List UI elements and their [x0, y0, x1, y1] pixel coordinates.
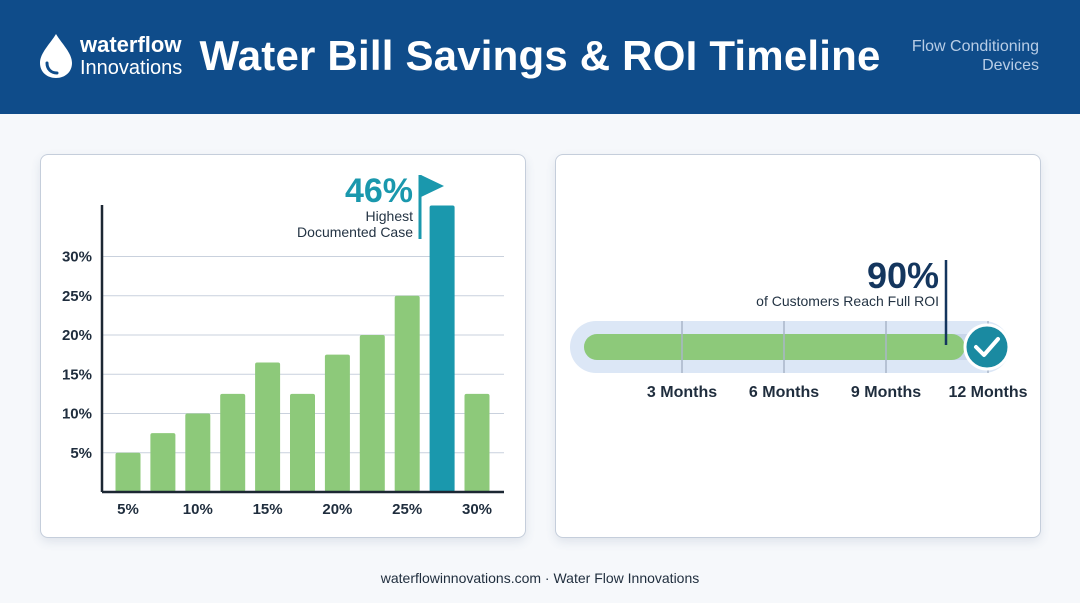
x-tick-label: 10%	[183, 501, 213, 518]
x-tick-label: 25%	[392, 501, 422, 518]
bar[interactable]	[464, 393, 490, 492]
timeline-label: 6 Months	[749, 384, 819, 401]
logo-wordmark-top: waterflow	[80, 32, 182, 57]
y-tick-label: 10%	[62, 406, 92, 423]
timeline-label: 9 Months	[851, 384, 921, 401]
check-icon	[963, 323, 1011, 371]
brand-logo[interactable]: waterflow Innovations	[38, 31, 208, 81]
bar[interactable]	[255, 362, 281, 492]
timeline-label: 12 Months	[948, 384, 1027, 401]
x-tick-label: 20%	[322, 501, 352, 518]
x-tick-labels: 5% 10% 15% 20% 25% 30%	[117, 501, 492, 518]
header-bar: waterflow Innovations Water Bill Savings…	[0, 0, 1080, 114]
logo-wordmark-bottom: Innovations	[80, 57, 183, 79]
roi-label: of Customers Reach Full ROI	[756, 293, 939, 309]
roi-progress-chart: 3 Months 6 Months 9 Months 12 Months 90% of…	[570, 255, 1028, 401]
y-tick-label: 25%	[62, 288, 92, 305]
savings-chart-panel: 5% 10% 15% 20% 25% 30% 5% 10% 15% 20% 25% 30% 46% …	[40, 154, 526, 538]
chart-bars	[115, 205, 490, 493]
bar-highlight[interactable]	[429, 205, 455, 492]
bar[interactable]	[185, 413, 211, 493]
page-subtitle: Flow Conditioning Devices	[911, 38, 1039, 74]
x-tick-label: 15%	[253, 501, 283, 518]
flag-icon	[418, 175, 444, 239]
bar[interactable]	[290, 393, 315, 492]
roi-timeline-panel: 3 Months 6 Months 9 Months 12 Months 90% of…	[555, 154, 1041, 538]
y-tick-labels: 5% 10% 15% 20% 25% 30%	[62, 249, 92, 462]
y-tick-label: 15%	[62, 366, 92, 383]
y-tick-label: 20%	[62, 327, 92, 344]
callout-label-line2: Documented Case	[297, 224, 413, 240]
roi-value: 90%	[867, 255, 939, 296]
bar[interactable]	[220, 393, 246, 492]
timeline-label: 3 Months	[647, 384, 717, 401]
callout-value: 46%	[345, 172, 413, 210]
bar[interactable]	[150, 433, 176, 492]
bar[interactable]	[394, 295, 420, 492]
bar[interactable]	[324, 354, 350, 492]
y-tick-label: 5%	[70, 445, 92, 462]
callout-label-line1: Highest	[366, 208, 414, 224]
page-title: Water Bill Savings & ROI Timeline	[199, 32, 881, 79]
bar[interactable]	[359, 335, 385, 492]
footer-credit[interactable]: waterflowinnovations.com · Water Flow In…	[380, 570, 700, 586]
progress-fill	[584, 334, 965, 360]
timeline-labels: 3 Months 6 Months 9 Months 12 Months	[647, 384, 1028, 401]
x-tick-label: 30%	[462, 501, 492, 518]
y-tick-label: 30%	[62, 249, 92, 266]
bar[interactable]	[115, 452, 141, 492]
savings-bar-chart: 5%10%15%20%25%30% 5% 10% 15% 20% 25% 30% 46% …	[62, 172, 504, 518]
water-drop-icon	[40, 34, 72, 78]
x-tick-label: 5%	[117, 501, 139, 518]
